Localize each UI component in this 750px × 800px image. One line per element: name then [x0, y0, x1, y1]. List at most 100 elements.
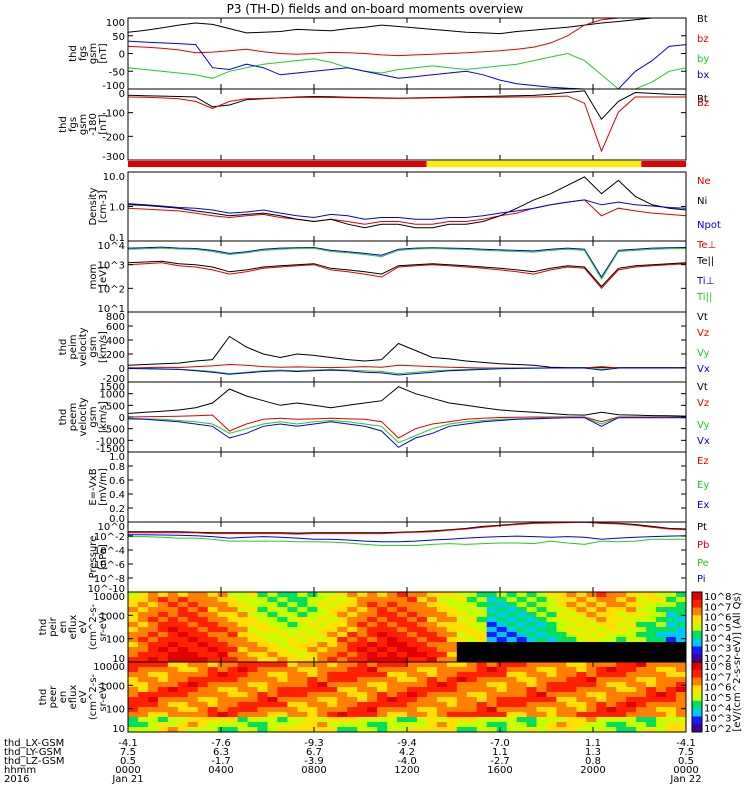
- spectrogram-cell: [157, 652, 169, 658]
- spectrogram-cell: [446, 722, 458, 728]
- spectrogram-cell: [267, 607, 278, 613]
- spectrogram-cell: [227, 642, 239, 648]
- spectrogram-cell: [267, 632, 278, 638]
- spectrogram-cell: [676, 682, 687, 688]
- spectrogram-cell: [177, 617, 189, 623]
- spectrogram-cell: [337, 682, 348, 688]
- spectrogram-cell: [147, 677, 159, 683]
- series-line-green: [127, 52, 687, 90]
- spectrogram-cell: [666, 657, 677, 663]
- spectrogram-cell: [456, 597, 468, 603]
- spectrogram-cell: [416, 692, 428, 698]
- spectrogram-cell: [496, 682, 508, 688]
- spectrogram-cell: [187, 657, 199, 663]
- spectrogram-cell: [436, 642, 448, 648]
- spectrogram-cell: [317, 607, 328, 613]
- y-tick-label: -50: [109, 67, 125, 78]
- spectrogram-cell: [147, 597, 159, 603]
- spectrogram-cell: [357, 627, 368, 633]
- legend-entry: Vx: [697, 436, 710, 447]
- spectrogram-cell: [436, 662, 448, 668]
- spectrogram-cell: [566, 667, 577, 673]
- spectrogram-cell: [187, 662, 199, 668]
- spectrogram-cell: [536, 677, 547, 683]
- spectrogram-cell: [516, 722, 528, 728]
- y-tick-label: 0.0: [109, 514, 125, 525]
- spectrogram-cell: [207, 612, 219, 618]
- spectrogram-cell: [666, 622, 677, 628]
- spectrogram-cell: [217, 707, 229, 713]
- spectrogram-cell: [636, 707, 647, 713]
- spectrogram-cell: [287, 627, 298, 633]
- spectrogram-cell: [177, 727, 189, 733]
- spectrogram-cell: [157, 662, 169, 668]
- spectrogram-cell: [656, 632, 667, 638]
- spectrogram-cell: [446, 662, 458, 668]
- spectrogram-cell: [307, 647, 318, 653]
- spectrogram-cell: [456, 722, 468, 728]
- spectrogram-cell: [596, 682, 607, 688]
- spectrogram-cell: [536, 717, 547, 723]
- spectrogram-cell: [227, 662, 239, 668]
- spectrogram-cell: [546, 607, 557, 613]
- spectrogram-cell: [646, 677, 657, 683]
- spectrogram-cell: [377, 592, 388, 598]
- spectrogram-cell: [586, 692, 597, 698]
- x-tick-label: 0000: [115, 765, 140, 776]
- spectrogram-cell: [516, 717, 528, 723]
- spectrogram-cell: [137, 727, 149, 733]
- spectrogram-cell: [656, 612, 667, 618]
- spectrogram-cell: [556, 662, 567, 668]
- spectrogram-cell: [576, 692, 587, 698]
- spectrogram-cell: [626, 597, 637, 603]
- spectrogram-cell: [626, 702, 637, 708]
- spectrogram-cell: [526, 657, 538, 663]
- spectrogram-cell: [446, 602, 458, 608]
- spectrogram-cell: [646, 632, 657, 638]
- spectrogram-cell: [217, 702, 229, 708]
- spectrogram-cell: [257, 602, 268, 608]
- spectrogram-cell: [606, 712, 617, 718]
- spectrogram-cell: [227, 672, 239, 678]
- spectrogram-cell: [277, 682, 288, 688]
- colorbar-tick: 10^2: [704, 724, 731, 735]
- spectrogram-cell: [297, 687, 308, 693]
- spectrogram-cell: [486, 712, 498, 718]
- spectrogram-cell: [486, 717, 498, 723]
- spectrogram-cell: [576, 607, 587, 613]
- spectrogram-cell: [626, 592, 637, 598]
- spectrogram-cell: [476, 662, 488, 668]
- spectrogram-cell: [506, 637, 518, 643]
- spectrogram-cell: [416, 597, 428, 603]
- spectrogram-cell: [147, 637, 159, 643]
- spectrogram-cell: [586, 677, 597, 683]
- spectrogram-cell: [526, 627, 538, 633]
- spectrogram-cell: [237, 642, 249, 648]
- spectrogram-cell: [636, 672, 647, 678]
- spectrogram-cell: [446, 642, 458, 648]
- spectrogram-cell: [327, 647, 338, 653]
- spectrogram-cell: [676, 592, 687, 598]
- legend-entry: Pt: [697, 522, 707, 533]
- spectrogram-cell: [626, 622, 637, 628]
- spectrogram-cell: [137, 682, 149, 688]
- spectrogram-cell: [456, 607, 468, 613]
- spectrogram-cell: [397, 657, 408, 663]
- spectrogram-cell: [486, 657, 498, 663]
- spectrogram-cell: [636, 617, 647, 623]
- spectrogram-cell: [676, 712, 687, 718]
- spectrogram-cell: [257, 692, 268, 698]
- spectrogram-cell: [407, 717, 418, 723]
- spectrogram-cell: [247, 657, 259, 663]
- spectrogram-cell: [327, 607, 338, 613]
- y-axis-label: gsm: [78, 114, 89, 135]
- spectrogram-cell: [277, 622, 288, 628]
- spectrogram-cell: [436, 602, 448, 608]
- spectrogram-cell: [656, 707, 667, 713]
- spectrogram-cell: [526, 717, 538, 723]
- spectrogram-cell: [496, 607, 508, 613]
- spectrogram-cell: [606, 622, 617, 628]
- x-tick-label: Jan 22: [669, 774, 701, 785]
- y-tick-label: 0.6: [109, 476, 125, 487]
- spectrogram-cell: [267, 687, 278, 693]
